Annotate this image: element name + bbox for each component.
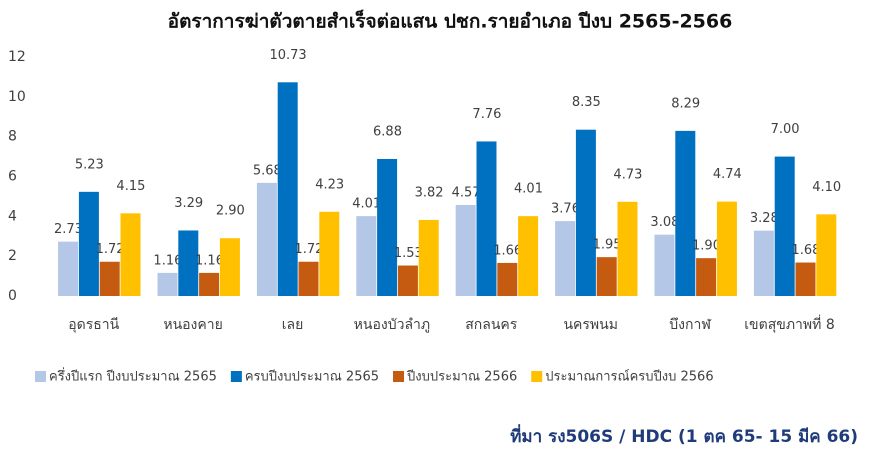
value-label: 1.16	[195, 253, 224, 268]
bar	[774, 156, 795, 296]
x-tick-label: เขตสุขภาพที่ 8	[744, 315, 834, 333]
value-label: 3.28	[750, 211, 779, 226]
legend-swatch	[531, 371, 543, 382]
bar	[178, 230, 199, 296]
bar	[575, 129, 596, 296]
bar	[78, 191, 99, 296]
value-label: 1.16	[153, 253, 182, 268]
bar	[298, 261, 319, 296]
legend-swatch	[35, 371, 46, 382]
y-tick-label: 0	[8, 288, 17, 304]
bar	[716, 201, 737, 296]
value-label: 4.01	[352, 197, 381, 212]
value-label: 4.73	[613, 167, 642, 182]
value-label: 8.29	[671, 96, 700, 111]
bar	[753, 230, 774, 296]
bar	[377, 158, 398, 296]
source-note: ที่มา รง506S / HDC (1 ตค 65- 15 มีค 66)	[510, 424, 858, 447]
legend-label: ปีงบประมาณ 2566	[406, 369, 517, 385]
value-label: 4.74	[713, 167, 742, 182]
y-tick-label: 8	[8, 129, 17, 145]
value-label: 1.90	[692, 239, 721, 254]
bar	[654, 234, 675, 296]
bar	[696, 258, 717, 296]
x-tick-label: บึงกาฬ	[669, 317, 711, 333]
y-tick-label: 6	[8, 169, 17, 185]
value-label: 1.95	[593, 238, 622, 253]
legend-label: ประมาณการณ์ครบปีงบ 2566	[545, 369, 713, 385]
legend-swatch	[230, 371, 242, 382]
bar	[58, 241, 79, 296]
bar	[497, 262, 518, 296]
value-label: 4.23	[315, 177, 344, 192]
value-label: 2.73	[54, 222, 83, 237]
bar	[397, 265, 418, 296]
value-label: 3.29	[174, 196, 203, 211]
value-label: 1.66	[493, 243, 522, 258]
bar	[675, 130, 696, 296]
y-tick-label: 2	[8, 248, 17, 264]
bar	[418, 219, 439, 296]
bar	[596, 257, 617, 296]
value-label: 3.08	[650, 215, 679, 230]
chart-title: อัตราการฆ่าตัวตายสำเร็จต่อแสน ปชก.รายอำเ…	[168, 9, 733, 33]
bar	[555, 221, 576, 296]
y-tick-label: 12	[8, 49, 26, 65]
bar	[476, 141, 497, 296]
x-tick-label: อุดรธานี	[68, 317, 119, 333]
value-label: 4.01	[514, 182, 543, 197]
legend-label: ครึ่งปีแรก ปีงบประมาณ 2565	[49, 368, 217, 385]
value-label: 3.82	[415, 185, 444, 200]
value-label: 7.76	[472, 107, 501, 122]
legend-label: ครบปีงบประมาณ 2565	[245, 369, 379, 385]
bar	[219, 238, 240, 296]
bar	[617, 201, 638, 296]
value-label: 1.72	[96, 242, 125, 257]
value-label: 1.68	[791, 243, 820, 258]
bar	[199, 272, 220, 296]
value-label: 5.68	[253, 163, 282, 178]
value-label: 7.00	[771, 122, 800, 137]
bar	[795, 262, 816, 296]
x-tick-label: หนองบัวลำภู	[354, 317, 430, 333]
value-label: 5.23	[75, 157, 104, 172]
bar	[455, 204, 476, 296]
legend-swatch	[393, 371, 405, 382]
value-label: 1.53	[394, 246, 423, 261]
value-label: 3.76	[551, 202, 580, 217]
value-label: 2.90	[216, 204, 245, 219]
bar	[157, 272, 178, 296]
value-label: 10.73	[269, 48, 306, 63]
bar	[256, 182, 277, 296]
bar	[319, 211, 340, 296]
y-tick-label: 10	[8, 89, 26, 105]
value-label: 8.35	[572, 95, 601, 110]
value-label: 6.88	[373, 124, 402, 139]
bar	[277, 82, 298, 297]
bar	[99, 261, 120, 296]
x-tick-label: หนองคาย	[163, 317, 222, 333]
x-tick-label: นครพนม	[563, 317, 617, 333]
value-label: 1.72	[294, 242, 323, 257]
bar	[120, 213, 141, 296]
value-label: 4.10	[812, 180, 841, 195]
value-label: 4.15	[116, 179, 145, 194]
x-tick-label: เลย	[282, 317, 304, 333]
bar	[518, 216, 539, 296]
y-tick-label: 4	[8, 208, 17, 224]
x-tick-label: สกลนคร	[465, 317, 518, 333]
value-label: 4.57	[452, 185, 481, 200]
bar	[356, 216, 377, 296]
bar	[816, 214, 837, 296]
